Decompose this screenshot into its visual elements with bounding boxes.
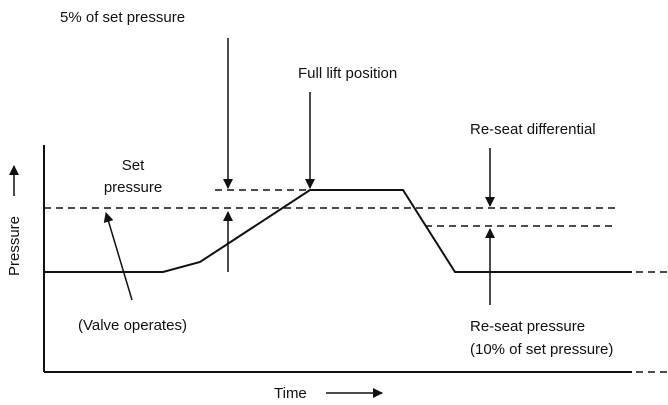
x-axis-label: Time bbox=[274, 385, 307, 402]
label: Full lift position bbox=[298, 65, 397, 82]
label: 5% of set pressure bbox=[60, 9, 185, 26]
pressure-curve bbox=[44, 189, 632, 273]
label: (Valve operates) bbox=[78, 317, 187, 334]
y-axis-label: Pressure bbox=[6, 216, 23, 276]
label: Set bbox=[122, 157, 145, 174]
label: Re-seat differential bbox=[470, 121, 596, 138]
label: Re-seat pressure bbox=[470, 318, 585, 335]
arrow bbox=[103, 212, 133, 301]
label: (10% of set pressure) bbox=[470, 341, 613, 358]
label: pressure bbox=[104, 179, 162, 196]
